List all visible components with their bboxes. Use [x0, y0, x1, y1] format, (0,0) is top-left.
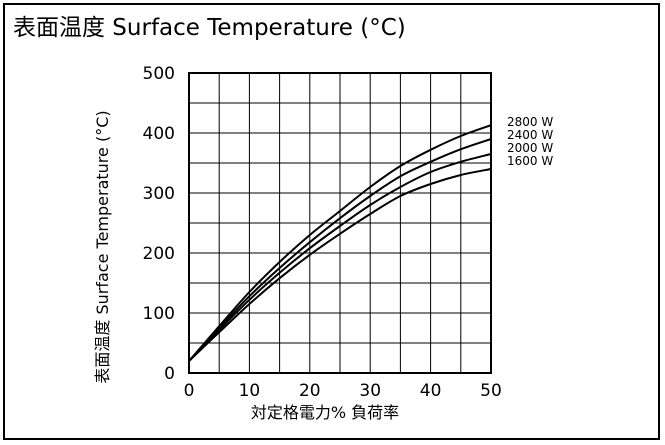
y-tick-label: 100 — [143, 304, 175, 324]
grid — [189, 73, 491, 373]
y-tick-label: 500 — [143, 64, 175, 84]
y-tick-label: 300 — [143, 184, 175, 204]
legend-label: 2000 W — [507, 141, 553, 155]
legend-label: 1600 W — [507, 154, 553, 168]
x-tick-label: 50 — [480, 381, 502, 401]
y-axis-label: 表面温度 Surface Temperature (°C) — [93, 110, 112, 383]
legend-label: 2800 W — [507, 115, 553, 129]
x-axis-label: 対定格電力% 負荷率 — [251, 403, 399, 422]
x-tick-label: 10 — [239, 381, 261, 401]
x-tick-label: 0 — [184, 381, 195, 401]
legend-label: 2400 W — [507, 128, 553, 142]
x-tick-label: 40 — [420, 381, 442, 401]
y-tick-label: 0 — [164, 364, 175, 384]
x-tick-label: 20 — [299, 381, 321, 401]
y-tick-label: 200 — [143, 244, 175, 264]
y-tick-label: 400 — [143, 124, 175, 144]
x-tick-label: 30 — [359, 381, 381, 401]
